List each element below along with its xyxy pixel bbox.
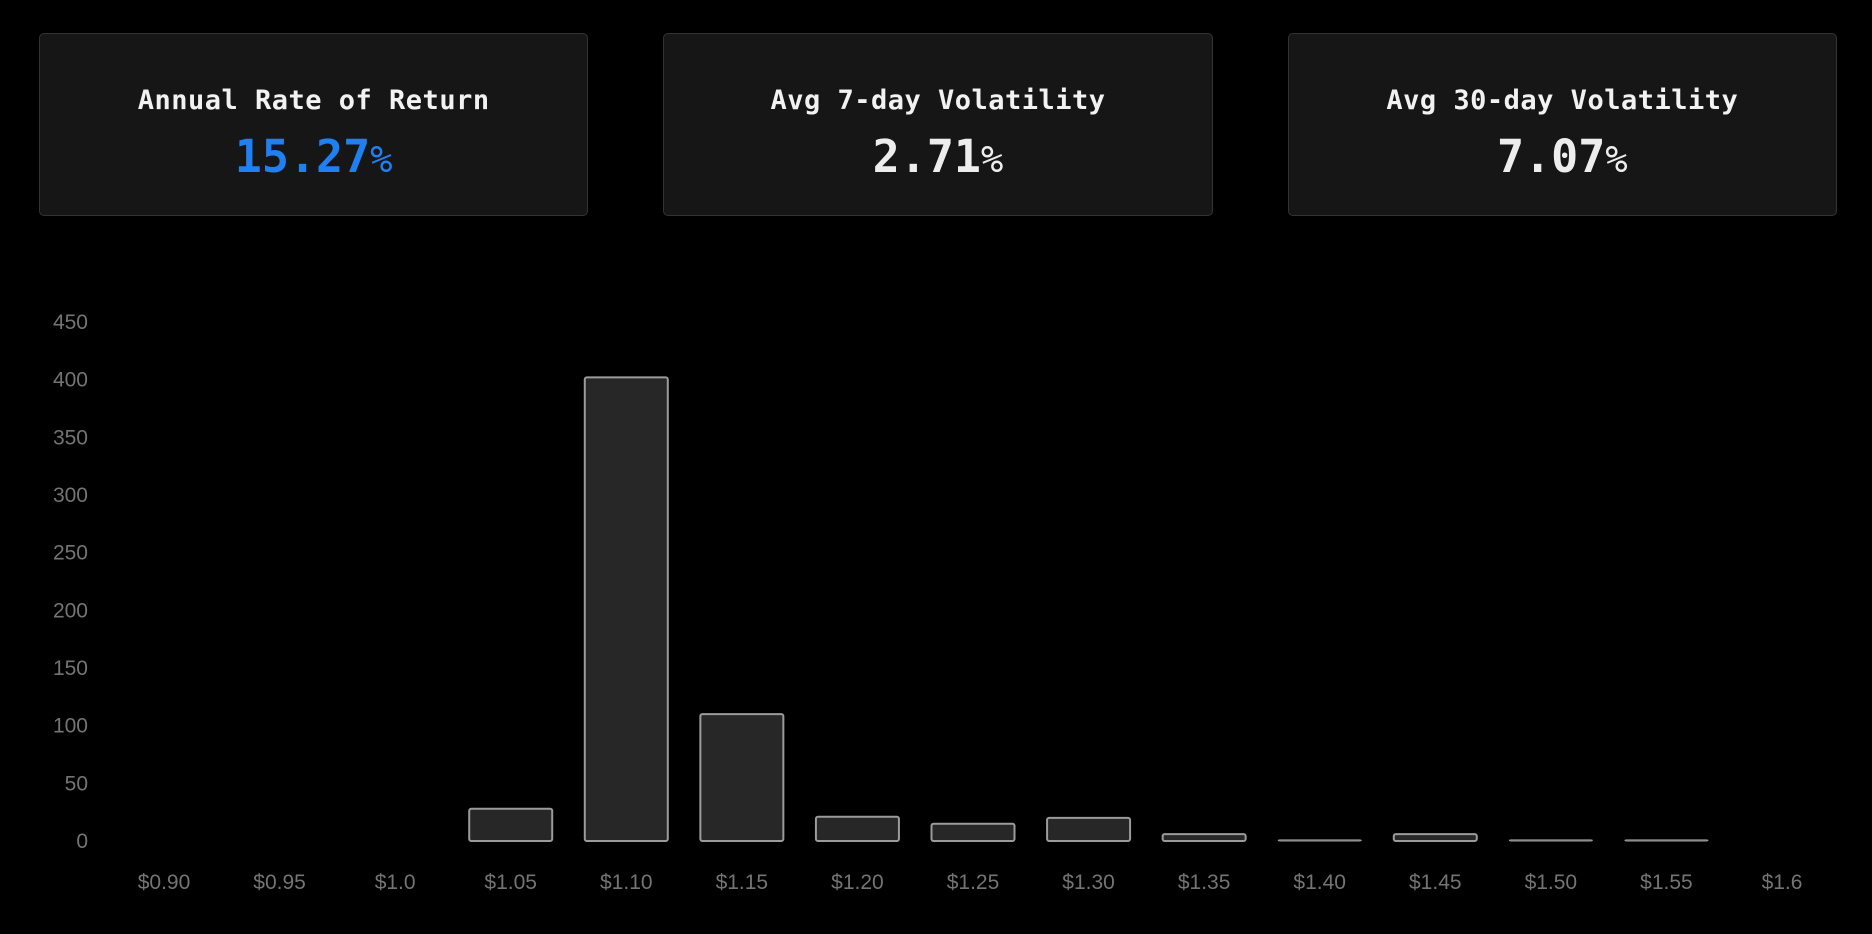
- x-axis-tick-label: $1.20: [831, 871, 884, 894]
- stat-card-value: 2.71%: [873, 134, 1004, 179]
- y-axis-tick-label: 0: [76, 830, 88, 853]
- stat-card-value: 7.07%: [1497, 134, 1628, 179]
- x-axis-tick-label: $1.0: [375, 871, 416, 894]
- stat-card-value: 15.27%: [235, 134, 393, 179]
- stat-card-annual-return: Annual Rate of Return 15.27%: [39, 33, 589, 216]
- x-axis-tick-label: $1.05: [484, 871, 537, 894]
- x-axis-tick-label: $1.55: [1640, 871, 1693, 894]
- x-axis-tick-label: $1.15: [716, 871, 769, 894]
- y-axis-tick-label: 400: [53, 369, 88, 392]
- x-axis-tick-label: $1.10: [600, 871, 653, 894]
- stat-card-30day-volatility: Avg 30-day Volatility 7.07%: [1287, 33, 1837, 216]
- x-axis-tick-label: $1.50: [1525, 871, 1578, 894]
- x-axis-tick-label: $1.45: [1409, 871, 1462, 894]
- histogram-bar-1.15[interactable]: [699, 713, 785, 843]
- histogram-bar-1.30[interactable]: [1046, 816, 1132, 843]
- y-axis-tick-label: 200: [53, 599, 88, 622]
- y-axis-tick-label: 300: [53, 484, 88, 507]
- stat-value-number: 15.27: [234, 129, 371, 183]
- y-axis-tick-label: 100: [53, 715, 88, 738]
- x-axis-tick-label: $1.40: [1293, 871, 1346, 894]
- stat-value-number: 2.71: [872, 129, 982, 183]
- stat-card-title: Avg 30-day Volatility: [1386, 84, 1739, 116]
- stat-card-title: Annual Rate of Return: [137, 84, 490, 116]
- y-axis-tick-label: 450: [53, 311, 88, 334]
- histogram-bar-1.45[interactable]: [1392, 833, 1478, 843]
- histogram-bar-1.10[interactable]: [583, 376, 669, 842]
- histogram-bar-1.55[interactable]: [1624, 839, 1709, 842]
- y-axis-tick-label: 50: [65, 772, 88, 795]
- percent-sign: %: [981, 137, 1004, 181]
- stat-card-7day-volatility: Avg 7-day Volatility 2.71%: [663, 33, 1213, 216]
- histogram-bar-1.25[interactable]: [930, 822, 1016, 843]
- x-axis-tick-label: $0.95: [253, 871, 306, 894]
- percent-sign: %: [370, 137, 393, 181]
- x-axis-tick-label: $0.90: [138, 871, 191, 894]
- y-axis-tick-label: 150: [53, 657, 88, 680]
- histogram-bar-1.20[interactable]: [814, 815, 900, 843]
- x-axis-tick-label: $1.35: [1178, 871, 1231, 894]
- x-axis-tick-label: $1.25: [947, 871, 1000, 894]
- histogram-bar-1.50[interactable]: [1508, 839, 1593, 842]
- histogram-bar-1.05[interactable]: [468, 807, 554, 842]
- stat-card-title: Avg 7-day Volatility: [770, 84, 1106, 116]
- stat-cards-row: Annual Rate of Return 15.27% Avg 7-day V…: [39, 33, 1837, 216]
- percent-sign: %: [1605, 137, 1628, 181]
- stat-value-number: 7.07: [1496, 129, 1606, 183]
- histogram-bar-1.35[interactable]: [1161, 833, 1247, 843]
- x-axis-tick-label: $1.6: [1762, 871, 1803, 894]
- x-axis-tick-label: $1.30: [1062, 871, 1115, 894]
- y-axis-tick-label: 250: [53, 542, 88, 565]
- histogram-bar-1.40[interactable]: [1277, 839, 1362, 842]
- y-axis-tick-label: 350: [53, 426, 88, 449]
